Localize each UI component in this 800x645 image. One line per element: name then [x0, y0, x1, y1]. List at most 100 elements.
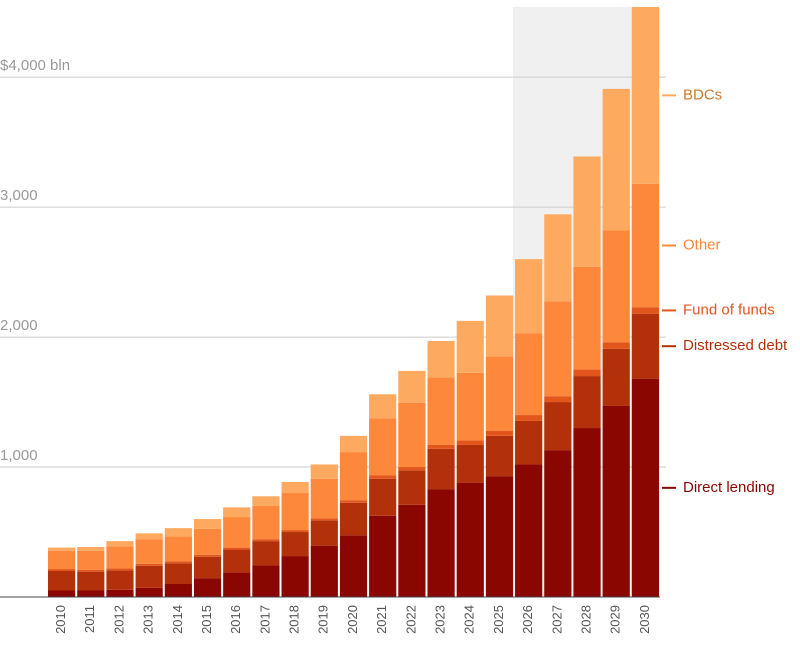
bar-segment: [573, 428, 601, 597]
bar-segment: [602, 230, 630, 343]
bar-segment: [281, 530, 309, 533]
bar-segment: [106, 568, 134, 571]
bar-segment: [456, 482, 484, 597]
x-tick-label: 2024: [462, 605, 477, 634]
bar-segment: [77, 550, 105, 570]
legend-label: Distressed debt: [683, 337, 788, 354]
bar-segment: [252, 565, 280, 597]
bar-segment: [135, 539, 163, 564]
y-tick-label: 3,000: [0, 187, 38, 204]
bar-segment: [223, 507, 251, 518]
bar-segment: [310, 518, 338, 521]
bar-segment: [135, 587, 163, 597]
bar-segment: [544, 450, 572, 597]
legend-label: Direct lending: [683, 479, 775, 496]
bar-segment: [164, 563, 192, 585]
bar-segment: [310, 520, 338, 546]
bar-segment: [602, 405, 630, 597]
bar-segment: [456, 320, 484, 373]
bar-segment: [369, 418, 397, 476]
bar-segment: [427, 489, 455, 597]
bar-segment: [398, 504, 426, 597]
bar-segment: [77, 571, 105, 591]
bar-segment: [223, 572, 251, 597]
bar-segment: [602, 348, 630, 406]
bar-segment: [427, 340, 455, 378]
bar-segment: [339, 435, 368, 453]
legend-label: Other: [683, 236, 721, 253]
bar-segment: [369, 394, 397, 419]
bar-segment: [310, 478, 338, 519]
bar-segment: [515, 464, 543, 597]
bar-segment: [339, 500, 368, 503]
bar-segment: [573, 156, 601, 267]
bar-segment: [135, 563, 163, 566]
x-tick-label: 2012: [111, 605, 126, 634]
bar-segment: [369, 475, 397, 479]
bar-segment: [631, 378, 659, 597]
bar-segment: [193, 528, 222, 555]
x-tick-label: 2010: [53, 605, 68, 634]
bar-segment: [106, 546, 134, 569]
bar-segment: [369, 478, 397, 516]
bar-segment: [106, 541, 134, 547]
bar-segment: [310, 464, 338, 479]
bar-segment: [164, 536, 192, 562]
bar-segment: [631, 307, 659, 314]
bar-segment: [427, 448, 455, 490]
bar-segment: [164, 584, 192, 597]
bar-segment: [485, 476, 514, 597]
bar-segment: [398, 470, 426, 505]
bar-segment: [164, 528, 192, 537]
x-tick-label: 2022: [403, 605, 418, 634]
bar-segment: [252, 506, 280, 540]
bar-segment: [544, 402, 572, 451]
bar-segment: [427, 444, 455, 449]
bar-segment: [573, 369, 601, 377]
bar-segment: [544, 301, 572, 397]
bar-segment: [485, 430, 514, 436]
bar-segment: [544, 214, 572, 302]
bar-segment: [602, 88, 630, 231]
bar-segment: [193, 556, 222, 579]
bar-segment: [515, 415, 543, 421]
bar-segment: [631, 313, 659, 379]
bar-segment: [369, 515, 397, 597]
bar-segment: [252, 541, 280, 566]
bar-segment: [164, 561, 192, 564]
bar-segment: [281, 556, 309, 597]
bar-segment: [193, 578, 222, 597]
bar-segment: [515, 259, 543, 334]
bar-segment: [281, 532, 309, 557]
bar-segment: [281, 493, 309, 531]
x-tick-label: 2026: [520, 605, 535, 634]
bar-segment: [398, 370, 426, 403]
bar-segment: [398, 402, 426, 468]
bar-segment: [281, 481, 309, 494]
bar-segment: [252, 539, 280, 542]
x-tick-label: 2013: [141, 605, 156, 634]
bar-segment: [223, 549, 251, 573]
bar-segment: [77, 546, 105, 551]
bar-segment: [427, 377, 455, 445]
x-tick-label: 2018: [287, 605, 302, 634]
y-tick-label: 2,000: [0, 317, 38, 334]
x-tick-label: 2025: [491, 605, 506, 634]
bar-segment: [106, 589, 134, 597]
x-tick-label: 2023: [433, 605, 448, 634]
bar-segment: [77, 569, 105, 572]
bar-segment: [573, 266, 601, 370]
bar-segment: [106, 570, 134, 590]
x-tick-label: 2029: [608, 605, 623, 634]
bar-segment: [631, 7, 659, 184]
bar-segment: [223, 547, 251, 550]
legend-label: BDCs: [683, 86, 722, 103]
bar-segment: [339, 452, 368, 501]
x-tick-label: 2016: [228, 605, 243, 634]
y-tick-label: 1,000: [0, 447, 38, 464]
bar-segment: [631, 183, 659, 308]
bar-segment: [48, 571, 76, 591]
bar-segment: [398, 467, 426, 471]
bar-segment: [544, 396, 572, 403]
bar-segment: [339, 535, 368, 597]
